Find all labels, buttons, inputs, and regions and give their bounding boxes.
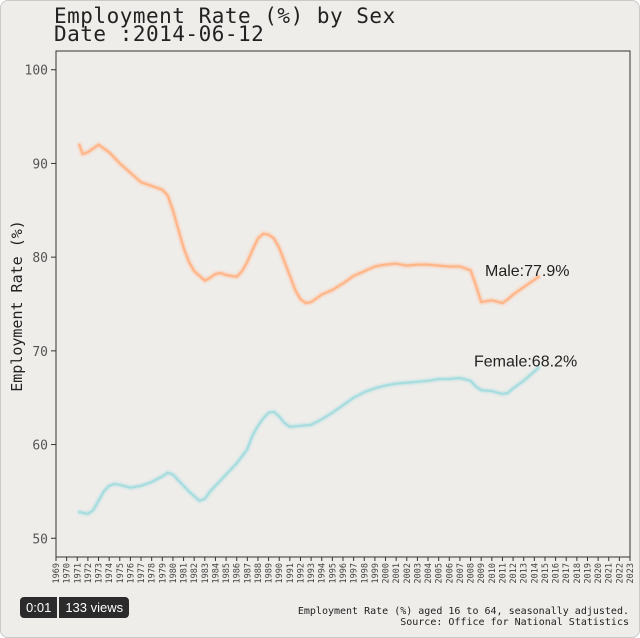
x-tick-label: 1997 [350, 563, 360, 583]
x-tick-label: 1969 [52, 563, 62, 583]
x-tick-label: 1999 [371, 563, 381, 583]
x-tick-label: 1981 [180, 563, 190, 583]
footnote-source: Source: Office for National Statistics [400, 617, 629, 628]
x-tick-label: 1994 [318, 563, 328, 583]
x-tick-label: 1996 [339, 563, 349, 583]
x-tick-label: 2015 [541, 563, 551, 583]
x-tick-label: 1990 [275, 563, 285, 583]
x-tick-label: 2017 [562, 563, 572, 583]
x-tick-label: 1988 [254, 563, 264, 583]
x-tick-label: 1989 [265, 563, 275, 583]
chart-subtitle: Date :2014-06-12 [54, 22, 265, 46]
x-tick-label: 2023 [626, 563, 636, 583]
x-tick-label: 2003 [413, 563, 423, 583]
x-tick-label: 1992 [296, 563, 306, 583]
x-tick-label: 2010 [488, 563, 498, 583]
y-tick-label: 100 [25, 64, 48, 79]
x-tick-label: 1973 [95, 563, 105, 583]
x-tick-label: 1979 [158, 563, 168, 583]
x-axis: 1969 1970 1971 1972 1973 1974 1975 1976 1977 1978… [52, 557, 636, 583]
x-tick-label: 1987 [243, 563, 253, 583]
series-line-female [78, 366, 540, 516]
x-tick-label: 2002 [403, 563, 413, 583]
x-tick-label: 2021 [605, 563, 615, 583]
end-labels: Male:77.9% Female:68.2% [474, 263, 577, 371]
x-tick-label: 1993 [307, 563, 317, 583]
x-tick-label: 2009 [477, 563, 487, 583]
x-tick-label: 2016 [552, 563, 562, 583]
x-tick-label: 2020 [594, 563, 604, 583]
x-tick-label: 2018 [573, 563, 583, 583]
y-tick-label: 90 [32, 157, 48, 172]
x-tick-label: 2000 [382, 563, 392, 583]
x-tick-label: 2014 [530, 563, 540, 583]
x-tick-label: 1976 [126, 563, 136, 583]
video-views: 133 views [59, 597, 130, 618]
x-tick-label: 1991 [286, 563, 296, 583]
end-label-male: Male:77.9% [485, 263, 570, 280]
x-tick-label: 1978 [148, 563, 158, 583]
x-tick-label: 2013 [520, 563, 530, 583]
series-lines [77, 142, 541, 517]
series-line-male [78, 143, 540, 305]
x-tick-label: 2022 [615, 563, 625, 583]
y-tick-label: 70 [32, 345, 48, 360]
x-tick-label: 2007 [456, 563, 466, 583]
x-tick-label: 2005 [435, 563, 445, 583]
y-tick-label: 80 [32, 251, 48, 266]
x-tick-label: 2008 [467, 563, 477, 583]
x-tick-label: 1975 [116, 563, 126, 583]
x-tick-label: 1983 [201, 563, 211, 583]
y-axis-label: Employment Rate (%) [8, 220, 26, 392]
x-tick-label: 1977 [137, 563, 147, 583]
x-tick-label: 2006 [445, 563, 455, 583]
y-axis: 50 60 70 80 90 100 [25, 64, 56, 547]
x-tick-label: 2019 [583, 563, 593, 583]
x-tick-label: 1995 [328, 563, 338, 583]
x-tick-label: 1985 [222, 563, 232, 583]
x-tick-label: 1984 [211, 563, 221, 583]
chart-title: Employment Rate (%) by Sex [54, 4, 396, 28]
y-tick-label: 60 [32, 439, 48, 454]
x-tick-label: 2012 [509, 563, 519, 583]
x-tick-label: 1972 [84, 563, 94, 583]
x-tick-label: 1998 [360, 563, 370, 583]
x-tick-label: 2011 [498, 563, 508, 583]
x-tick-label: 2001 [392, 563, 402, 583]
end-label-female: Female:68.2% [474, 354, 577, 371]
x-tick-label: 1982 [190, 563, 200, 583]
x-tick-label: 1971 [73, 563, 83, 583]
x-tick-label: 1980 [169, 563, 179, 583]
x-tick-label: 1986 [233, 563, 243, 583]
x-tick-label: 1974 [105, 563, 115, 583]
x-tick-label: 2004 [424, 563, 434, 583]
x-tick-label: 1970 [63, 563, 73, 583]
y-tick-label: 50 [32, 532, 48, 547]
plot-area [55, 50, 631, 558]
footnote-description: Employment Rate (%) aged 16 to 64, seaso… [297, 606, 629, 617]
video-badge: 0:01 133 views [20, 596, 130, 619]
video-time: 0:01 [20, 597, 58, 618]
